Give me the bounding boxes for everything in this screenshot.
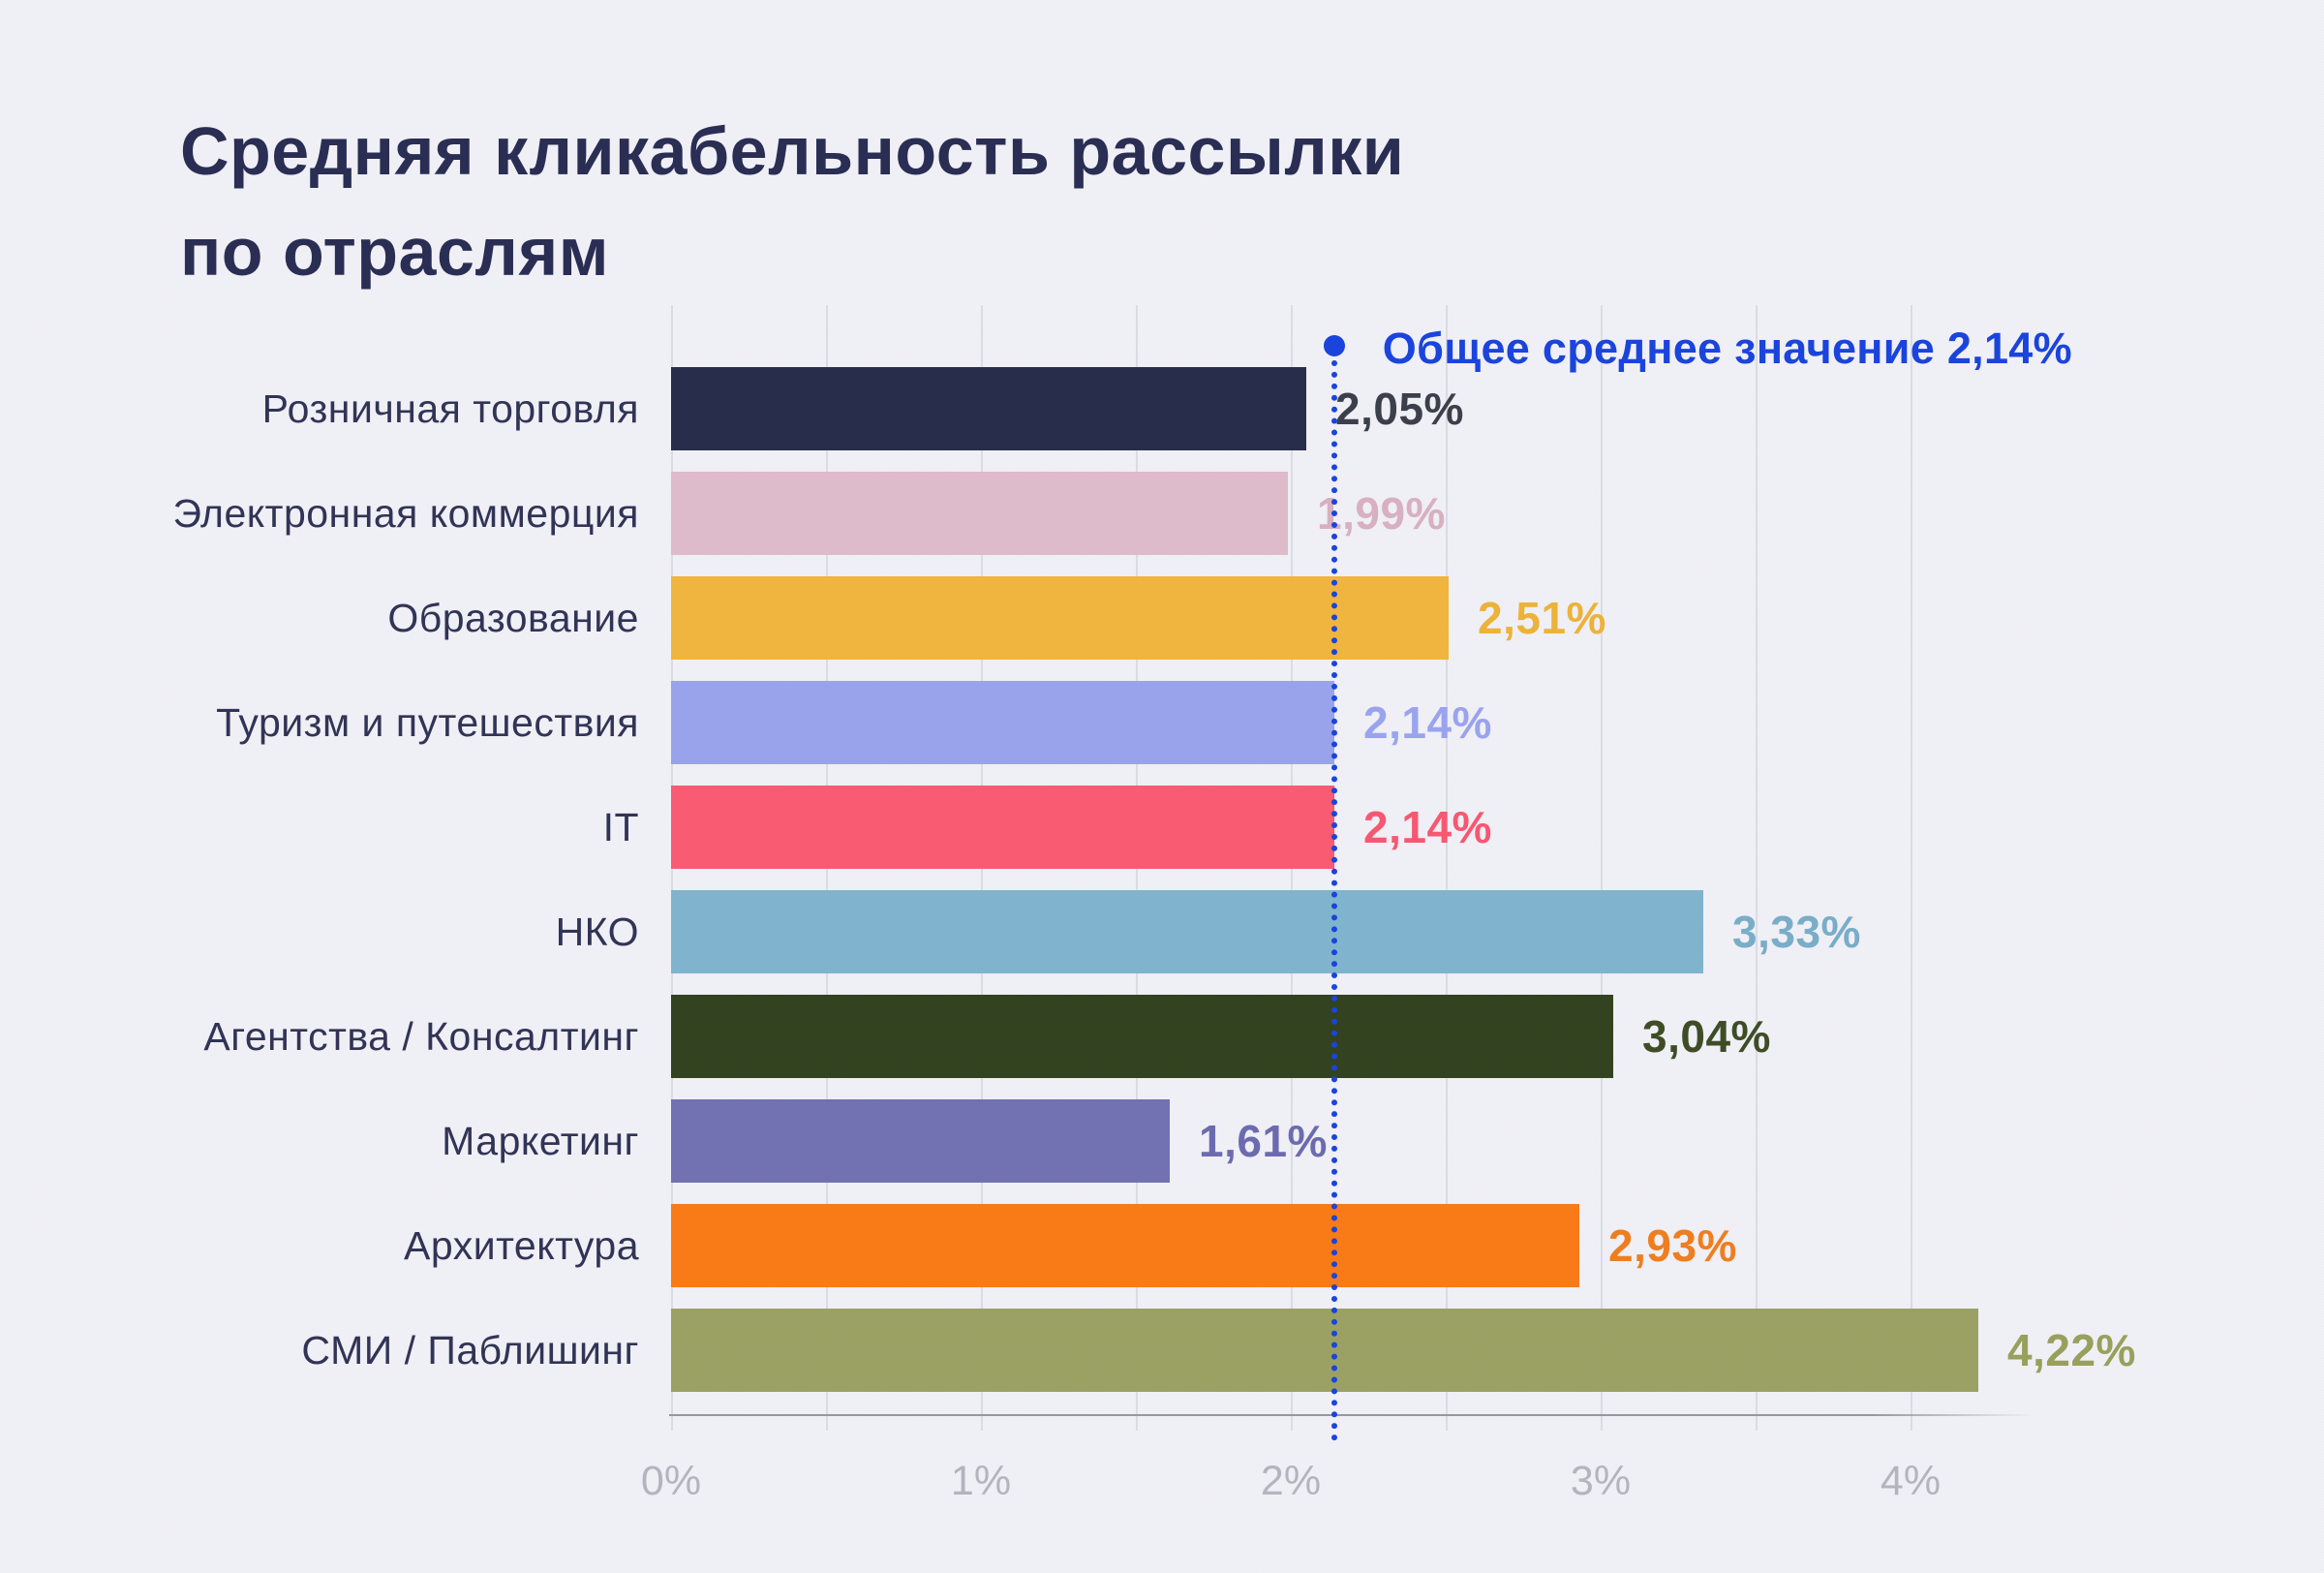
bar [671,681,1334,764]
gridline [1756,305,1758,1431]
x-axis-tick-label: 2% [1260,1458,1322,1504]
bar [671,890,1703,973]
bar-row: Электронная коммерция 1,99% [0,472,2324,555]
bar [671,995,1613,1078]
x-axis-tick-label: 3% [1570,1458,1632,1504]
value-label: 2,14% [1363,697,1492,748]
category-label: IT [602,804,639,849]
bar-row: Образование 2,51% [0,576,2324,660]
x-axis-tick-label: 1% [950,1458,1012,1504]
average-legend-label: Общее среднее значение 2,14% [1382,324,2072,373]
chart-title-line-2: по отраслям [180,214,609,290]
bar [671,1099,1170,1183]
bar-row: IT 2,14% [0,786,2324,869]
x-axis-tick-label: 4% [1880,1458,1942,1504]
chart-title-line-1: Средняя кликабельность рассылки [180,113,1405,189]
value-label: 1,99% [1317,488,1446,539]
bar [671,472,1288,555]
bar-row: Агентства / Консалтинг 3,04% [0,995,2324,1078]
category-label: Маркетинг [442,1118,639,1163]
category-label: НКО [555,909,639,954]
bar [671,1204,1579,1287]
bar-row: Архитектура 2,93% [0,1204,2324,1287]
gridline [1601,305,1603,1431]
bar-row: Туризм и путешествия 2,14% [0,681,2324,764]
bar [671,1309,1978,1392]
bar-row: СМИ / Паблишинг 4,22% [0,1309,2324,1392]
gridline [1911,305,1912,1431]
bar-row: Розничная торговля 2,05% [0,367,2324,450]
value-label: 1,61% [1199,1116,1328,1166]
category-label: Розничная торговля [261,386,639,431]
average-line [1330,360,1337,1441]
bar [671,576,1449,660]
value-label: 3,33% [1732,907,1861,957]
x-axis-tick-label: 0% [640,1458,702,1504]
value-label: 2,51% [1478,593,1606,643]
bar [671,786,1334,869]
value-label: 2,05% [1335,384,1464,434]
value-label: 4,22% [2007,1325,2136,1375]
category-label: Туризм и путешествия [216,699,639,745]
gridline [1446,305,1448,1431]
value-label: 2,93% [1608,1220,1737,1271]
value-label: 2,14% [1363,802,1492,852]
bar [671,367,1306,450]
value-label: 3,04% [1642,1011,1771,1062]
category-label: Электронная коммерция [172,490,639,536]
average-dot-icon [1323,335,1345,356]
bar-row: НКО 3,33% [0,890,2324,973]
category-label: Архитектура [404,1222,639,1268]
bar-row: Маркетинг 1,61% [0,1099,2324,1183]
category-label: Образование [387,595,639,640]
category-label: Агентства / Консалтинг [203,1013,639,1059]
x-axis-line [669,1414,2034,1416]
category-label: СМИ / Паблишинг [301,1327,639,1373]
chart-title: Средняя кликабельность рассылки по отрас… [180,101,1404,302]
